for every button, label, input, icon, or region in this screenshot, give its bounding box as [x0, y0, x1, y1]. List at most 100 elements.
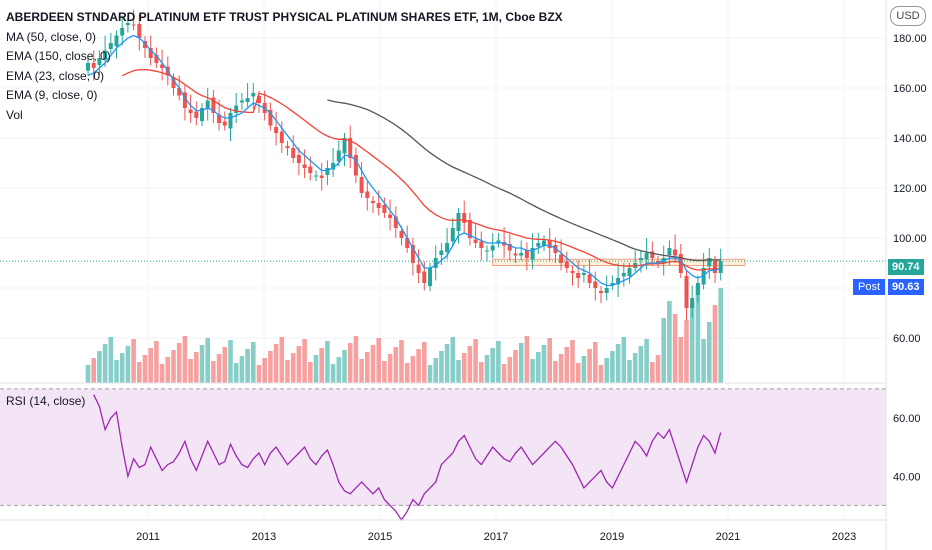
candle-body — [279, 131, 284, 143]
price-tick-label: 140.00 — [893, 133, 927, 145]
volume-bar — [593, 342, 598, 383]
candle-body — [154, 55, 159, 63]
candle-body — [502, 242, 507, 246]
volume-bar — [222, 347, 228, 383]
candle-body — [644, 253, 649, 260]
volume-bar — [182, 336, 188, 383]
candle-body — [239, 100, 244, 103]
candle-body — [695, 283, 700, 295]
candle-body — [410, 245, 415, 263]
candle-body — [524, 250, 529, 258]
volume-bar — [251, 342, 256, 383]
time-axis-ticks[interactable]: 2011 2013 2015 2017 2019 2021 2023 — [136, 531, 856, 543]
candle-body — [519, 253, 524, 256]
candle-body — [530, 248, 535, 260]
volume-bar — [188, 359, 193, 383]
volume-bar — [479, 362, 484, 383]
candle-body — [490, 245, 495, 251]
volume-bar — [427, 365, 433, 383]
candle-body — [399, 231, 404, 238]
candle-body — [428, 268, 432, 286]
candle-body — [171, 78, 176, 88]
volume-bar — [564, 347, 570, 383]
volume-bar — [176, 343, 182, 383]
volume-bar — [142, 355, 148, 383]
volume-bar — [615, 344, 621, 383]
candle-body — [388, 214, 393, 218]
volume-bar — [205, 338, 210, 383]
volume-bar — [387, 354, 393, 383]
legend-ma50[interactable]: MA (50, close, 0) — [6, 29, 97, 44]
volume-bar — [530, 359, 535, 383]
candle-body — [285, 146, 290, 148]
candle-body — [547, 240, 552, 248]
candle-body — [319, 175, 324, 178]
volume-bar — [302, 339, 307, 383]
volume-bar — [165, 357, 171, 383]
candle-body — [542, 240, 546, 246]
volume-bar — [575, 363, 581, 383]
rsi-axis-ticks[interactable]: 40.00 60.00 — [893, 413, 921, 483]
rsi-pane — [0, 388, 886, 522]
time-tick-label: 2023 — [832, 531, 856, 543]
candle-body — [456, 213, 461, 231]
volume-bar — [359, 359, 364, 383]
time-tick-label: 2019 — [600, 531, 624, 543]
volume-bar — [262, 358, 267, 383]
time-tick-label: 2017 — [484, 531, 508, 543]
volume-bar — [718, 288, 723, 383]
volume-bar — [695, 286, 701, 383]
candle-body — [439, 250, 444, 255]
volume-bar — [159, 364, 165, 383]
candle-body — [570, 271, 575, 273]
volume-bar — [650, 362, 655, 383]
rsi-legend[interactable]: RSI (14, close) — [6, 394, 86, 408]
candle-body — [131, 24, 136, 26]
volume-bar — [422, 342, 427, 383]
legend-vol[interactable]: Vol — [6, 107, 23, 122]
volume-bar — [370, 345, 376, 383]
symbol-title[interactable]: ABERDEEN STNDARD PLATINUM ETF TRUST PHYS… — [6, 10, 563, 24]
volume-bar — [689, 303, 695, 383]
candle-body — [120, 28, 125, 36]
volume-bar — [661, 318, 666, 383]
candle-body — [342, 138, 347, 154]
volume-bar — [245, 349, 250, 383]
candle-body — [97, 58, 102, 65]
candle-body — [148, 48, 153, 58]
volume-bar — [501, 364, 507, 383]
volume-bar — [353, 336, 359, 383]
volume-bar — [433, 358, 438, 383]
legend-ema9[interactable]: EMA (9, close, 0) — [6, 88, 98, 102]
candle-body — [638, 258, 643, 260]
volume-bar — [131, 339, 136, 383]
legend-ema150[interactable]: EMA (150, close, 0) — [6, 49, 111, 63]
candle-body — [433, 258, 438, 268]
legend-ema23[interactable]: EMA (23, close, 0) — [6, 68, 105, 83]
volume-bar — [102, 344, 108, 383]
candle-body — [587, 274, 592, 283]
candle-body — [251, 93, 256, 97]
volume-bar — [598, 365, 604, 383]
candle-body — [673, 249, 678, 256]
chart-legend: ABERDEEN STNDARD PLATINUM ETF TRUST PHYS… — [6, 8, 563, 125]
last-price-tag: 90.74 — [888, 259, 924, 275]
candle-body — [445, 243, 450, 252]
volume-bar — [632, 353, 638, 383]
candle-body — [365, 191, 370, 198]
volume-bar — [85, 365, 91, 383]
volume-bar — [290, 353, 296, 383]
price-tick-label: 100.00 — [893, 233, 927, 245]
volume-bar — [319, 348, 324, 383]
candle-body — [621, 273, 626, 277]
candle-body — [348, 138, 353, 158]
candle-body — [211, 97, 216, 113]
volume-bar — [233, 363, 239, 383]
ema23-line — [121, 68, 721, 271]
currency-button[interactable]: USD — [890, 6, 926, 26]
candle-body — [228, 113, 233, 129]
volume-bar — [644, 339, 649, 383]
volume-bar — [610, 351, 615, 383]
